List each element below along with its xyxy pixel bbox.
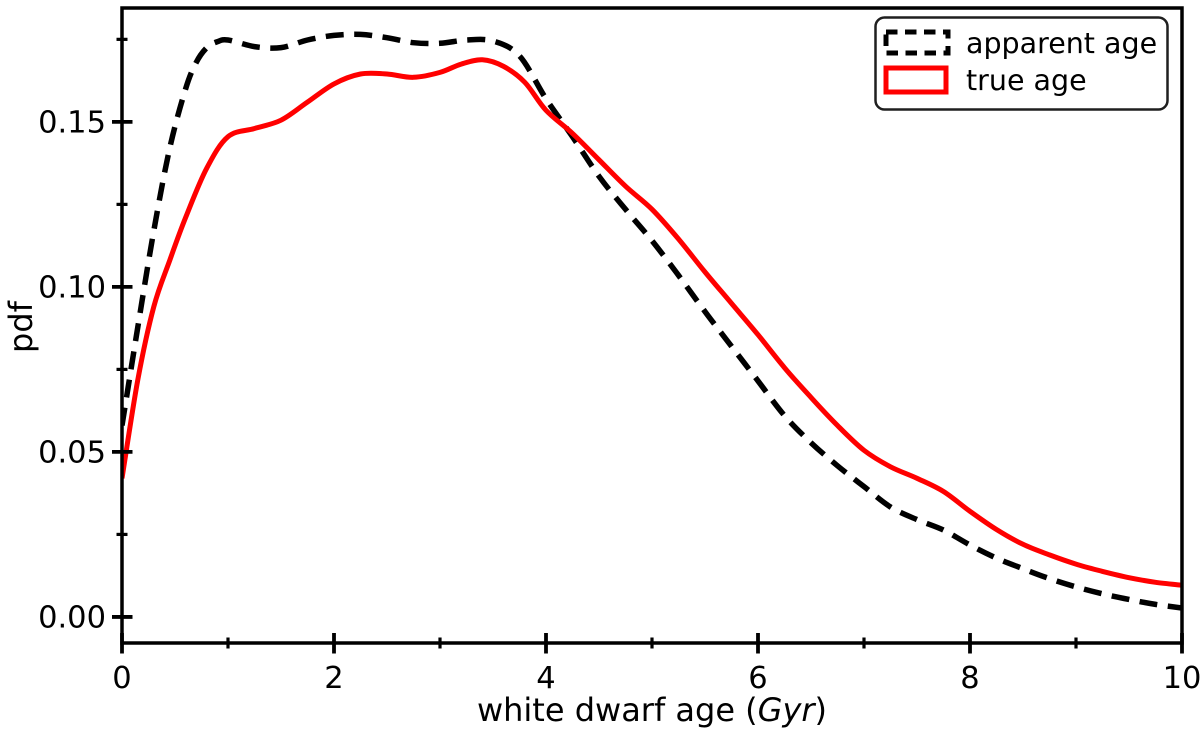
legend-handle-true-age bbox=[883, 65, 949, 95]
y-tick-label: 0.05 bbox=[38, 435, 106, 470]
plot-area bbox=[122, 31, 1182, 611]
x-tick-label: 6 bbox=[748, 661, 767, 696]
series-apparent-age-line bbox=[122, 31, 1182, 611]
series-true-age-line bbox=[122, 57, 1182, 588]
axes: 0 2 4 6 8 10 0.00 0.05 0.10 0.15 bbox=[38, 37, 1200, 696]
y-axis-label: pdf bbox=[2, 300, 40, 353]
x-tick-label: 10 bbox=[1163, 661, 1200, 696]
y-tick-label: 0.10 bbox=[38, 270, 106, 305]
x-tick-label: 2 bbox=[324, 661, 343, 696]
y-tick-label: 0.15 bbox=[38, 105, 106, 140]
x-tick-label: 0 bbox=[112, 661, 131, 696]
legend-label-apparent-age: apparent age bbox=[966, 27, 1157, 60]
legend: apparent age true age bbox=[874, 16, 1169, 111]
x-tick-label: 8 bbox=[960, 661, 979, 696]
legend-label-true-age: true age bbox=[966, 64, 1087, 97]
y-tick-label: 0.00 bbox=[38, 600, 106, 635]
legend-handle-apparent-age bbox=[883, 29, 951, 56]
x-tick-label: 4 bbox=[536, 661, 555, 696]
x-axis-label: white dwarf age (Gyr) bbox=[477, 691, 827, 729]
